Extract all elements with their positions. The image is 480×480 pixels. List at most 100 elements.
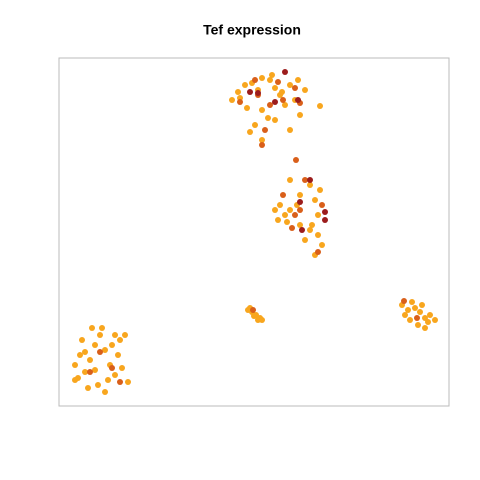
point — [295, 97, 301, 103]
point — [282, 69, 288, 75]
point — [417, 309, 423, 315]
point — [279, 89, 285, 95]
point — [275, 217, 281, 223]
point — [85, 385, 91, 391]
point — [247, 89, 253, 95]
plot-frame — [58, 57, 450, 407]
point — [419, 302, 425, 308]
point — [259, 137, 265, 143]
point — [267, 102, 273, 108]
point — [287, 82, 293, 88]
point — [82, 369, 88, 375]
point — [409, 299, 415, 305]
point — [315, 249, 321, 255]
point — [292, 85, 298, 91]
point — [259, 107, 265, 113]
point — [242, 82, 248, 88]
point — [255, 90, 261, 96]
point — [425, 319, 431, 325]
point — [235, 89, 241, 95]
point — [280, 97, 286, 103]
point — [401, 298, 407, 304]
point — [312, 197, 318, 203]
point — [302, 177, 308, 183]
point — [307, 177, 313, 183]
point — [272, 117, 278, 123]
point — [255, 317, 261, 323]
point — [319, 202, 325, 208]
point — [92, 367, 98, 373]
point — [269, 72, 275, 78]
point — [112, 332, 118, 338]
point — [272, 207, 278, 213]
point — [287, 207, 293, 213]
point — [292, 212, 298, 218]
point — [82, 349, 88, 355]
point — [297, 112, 303, 118]
point — [252, 122, 258, 128]
point — [72, 377, 78, 383]
point — [412, 305, 418, 311]
point — [117, 337, 123, 343]
point — [244, 105, 250, 111]
point — [272, 85, 278, 91]
point — [295, 77, 301, 83]
point — [77, 352, 83, 358]
point — [427, 312, 433, 318]
point — [105, 377, 111, 383]
point — [109, 365, 115, 371]
point — [115, 352, 121, 358]
point — [247, 129, 253, 135]
point — [117, 379, 123, 385]
point — [92, 342, 98, 348]
point — [422, 325, 428, 331]
point — [102, 347, 108, 353]
point — [251, 313, 257, 319]
point — [319, 242, 325, 248]
point — [317, 103, 323, 109]
point — [265, 115, 271, 121]
point — [87, 369, 93, 375]
point — [237, 99, 243, 105]
chart-title: Tef expression — [203, 22, 301, 38]
point — [125, 379, 131, 385]
point — [287, 177, 293, 183]
point — [267, 77, 273, 83]
point — [259, 142, 265, 148]
point — [293, 157, 299, 163]
point — [297, 192, 303, 198]
point — [259, 75, 265, 81]
point — [282, 212, 288, 218]
point — [89, 325, 95, 331]
point — [95, 382, 101, 388]
point — [315, 232, 321, 238]
point — [284, 219, 290, 225]
point — [402, 312, 408, 318]
point — [289, 225, 295, 231]
point — [250, 307, 256, 313]
point — [277, 202, 283, 208]
point — [102, 389, 108, 395]
point — [97, 332, 103, 338]
point — [99, 325, 105, 331]
point — [307, 182, 313, 188]
point — [119, 365, 125, 371]
point — [272, 99, 278, 105]
point — [414, 315, 420, 321]
point — [415, 322, 421, 328]
point — [97, 349, 103, 355]
point — [72, 362, 78, 368]
point — [297, 199, 303, 205]
point — [322, 209, 328, 215]
point — [322, 217, 328, 223]
point — [252, 77, 258, 83]
point — [275, 79, 281, 85]
point — [282, 102, 288, 108]
point — [297, 207, 303, 213]
point — [317, 187, 323, 193]
point — [302, 87, 308, 93]
point — [297, 222, 303, 228]
point — [122, 332, 128, 338]
